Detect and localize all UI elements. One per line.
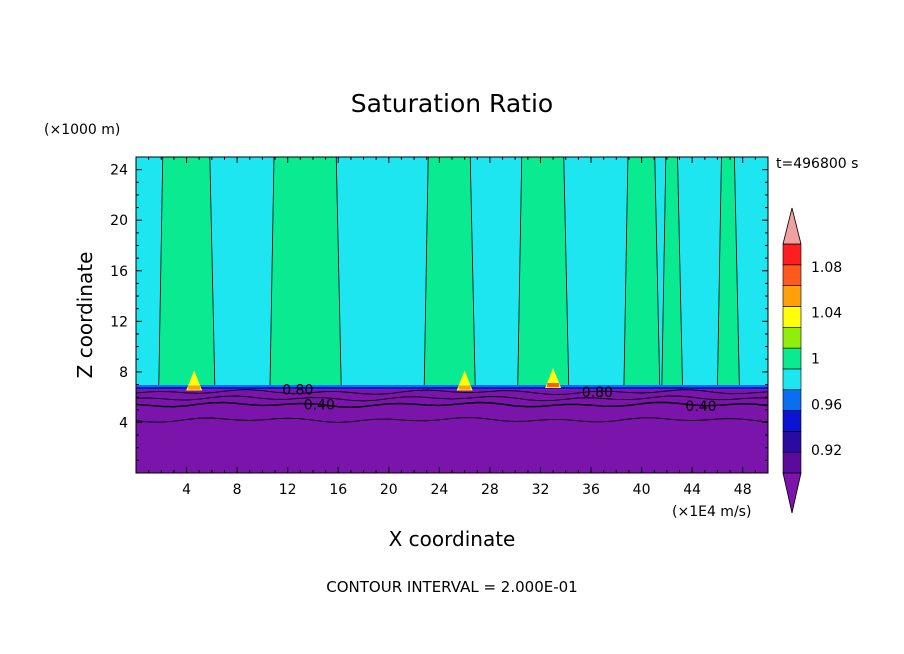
contour-interval-footer: CONTOUR INTERVAL = 2.000E-01 [326,578,577,596]
x-tick-label: 8 [233,482,242,498]
x-tick-label: 48 [734,482,752,498]
x-tick-label: 36 [582,482,600,498]
contour-line [135,417,769,423]
x-tick-label: 24 [430,482,448,498]
x-unit-label: (×1E4 m/s) [672,504,751,520]
colorbar-label: 1.04 [811,306,842,322]
contour-line [135,389,769,396]
colorbar-segment [782,285,802,307]
x-tick-label: 4 [182,482,191,498]
x-tick-label: 12 [279,482,297,498]
colorbar-label: 1 [811,352,820,368]
transition-band-cyan [136,385,768,388]
contour-label: 0.40 [304,398,335,414]
y-tick-label: 20 [110,213,128,229]
y-tick-label: 4 [119,415,128,431]
y-tick-label: 12 [110,314,128,330]
transition-band-blue [136,387,768,390]
x-tick-label: 20 [380,482,398,498]
colorbar-segment [782,347,802,370]
x-tick-label: 40 [633,482,651,498]
colorbar-label: 0.92 [811,443,842,459]
colorbar-label: 1.08 [811,260,842,276]
chart-title: Saturation Ratio [351,89,553,118]
y-axis-label: Z coordinate [73,252,97,379]
hotspot-core [547,382,560,387]
x-tick-label: 16 [329,482,347,498]
supersaturated-column [517,156,570,388]
x-tick-label: 32 [532,482,550,498]
supersaturated-column [269,156,342,388]
time-label: t=496800 s [776,156,858,172]
contour-label: 0.80 [282,383,313,399]
colorbar-segment [782,243,802,266]
field-dry-layer [136,389,768,473]
contour-label: 0.80 [582,385,613,401]
y-tick-label: 16 [110,264,128,280]
colorbar-segment [782,326,802,349]
y-tick-label: 24 [110,163,128,179]
y-unit-label: (×1000 m) [44,122,120,138]
x-axis-label: X coordinate [389,527,516,551]
supersaturated-column [158,156,216,388]
supersaturated-column [423,156,476,388]
colorbar-label: 0.96 [811,397,842,413]
hotspot-core [458,385,471,390]
colorbar-segment [782,410,802,432]
colorbar-segment [782,451,802,474]
colorbar-segment [782,264,802,286]
hotspot-core [188,385,201,390]
colorbar: 0.92 0.96 1 1.04 1.08 [782,207,842,514]
contour-line [135,395,769,402]
contour-label: 0.40 [685,399,716,415]
colorbar-segment [782,389,802,411]
contour-line [135,401,769,409]
colorbar-over-arrow [782,207,802,245]
colorbar-segment [782,368,802,391]
supersaturated-column [623,156,661,388]
colorbar-segment [782,431,802,453]
x-tick-label: 28 [481,482,499,498]
x-tick-label: 44 [683,482,701,498]
plot-area: 0.800.400.800.404 8 12 16 20 24 28 32 36 40 44 4848… [110,156,769,498]
y-tick-label: 8 [119,365,128,381]
colorbar-segment [782,306,802,328]
colorbar-under-arrow [782,472,802,514]
